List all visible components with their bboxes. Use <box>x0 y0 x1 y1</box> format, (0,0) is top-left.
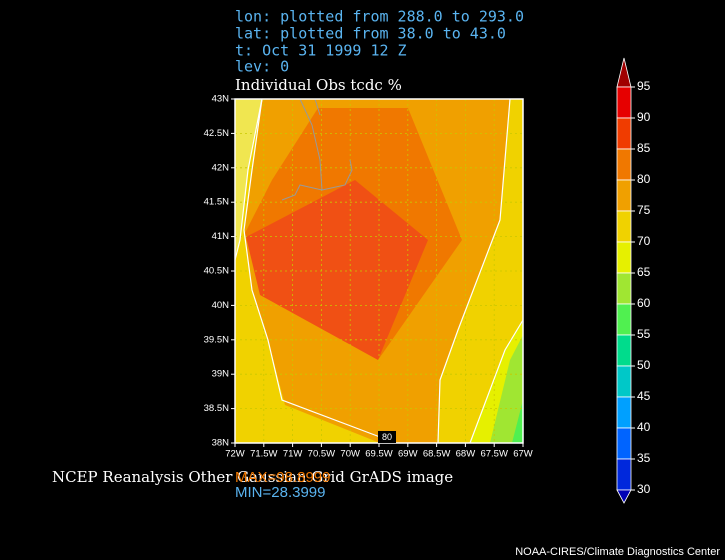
colorbar-label: 40 <box>637 420 651 434</box>
y-tick-label: 39N <box>212 369 230 380</box>
caption: NCEP Reanalysis Other Gaussian Grid GrAD… <box>52 468 453 486</box>
header-line: lon: plotted from 288.0 to 293.0 <box>235 8 524 26</box>
colorbar: 95 90 85 80 75 70 65 60 55 50 45 40 35 30 <box>616 57 651 504</box>
contour-label: 80 <box>382 432 392 442</box>
colorbar-label: 50 <box>637 358 651 372</box>
x-tick-label: 71W <box>283 449 303 460</box>
x-tick-label: 69.5W <box>365 449 392 460</box>
colorbar-label: 60 <box>637 296 651 310</box>
colorbar-cap <box>616 57 632 88</box>
colorbar-band <box>616 334 632 367</box>
colorbar-label: 45 <box>637 389 651 403</box>
map-fill <box>246 180 428 360</box>
x-tick-label: 67.5W <box>480 449 507 460</box>
contour-line <box>234 98 524 444</box>
colorbar-label: 35 <box>637 451 651 465</box>
colorbar-label: 55 <box>637 327 651 341</box>
colorbar-band <box>616 210 632 243</box>
x-tick-label: 67W <box>513 449 533 460</box>
x-tick-label: 70W <box>340 449 360 460</box>
colorbar-band <box>616 148 632 181</box>
header-line: lev: 0 <box>235 58 289 76</box>
colorbar-label: 65 <box>637 265 651 279</box>
y-tick-label: 41N <box>212 231 230 242</box>
y-tick-label: 38N <box>212 438 230 449</box>
map-fill <box>490 335 523 443</box>
colorbar-label: 75 <box>637 203 651 217</box>
colorbar-band <box>616 458 632 491</box>
x-tick-label: 71.5W <box>250 449 277 460</box>
y-tick-label: 42N <box>212 162 230 173</box>
y-tick-label: 39.5N <box>204 334 229 345</box>
y-tick-label: 42.5N <box>204 128 229 139</box>
x-tick-label: 68.5W <box>423 449 450 460</box>
colorbar-band <box>616 365 632 398</box>
x-tick-label: 72W <box>225 449 245 460</box>
map-title: Individual Obs tcdc % <box>235 76 402 94</box>
y-tick-label: 43N <box>212 94 230 105</box>
colorbar-band <box>616 117 632 150</box>
colorbar-label: 95 <box>637 79 651 93</box>
y-tick-label: 40.5N <box>204 266 229 277</box>
credit: NOAA-CIRES/Climate Diagnostics Center <box>515 546 720 558</box>
header-line: lat: plotted from 38.0 to 43.0 <box>235 25 506 43</box>
colorbar-band <box>616 303 632 336</box>
colorbar-band <box>616 241 632 274</box>
header-line: t: Oct 31 1999 12 Z <box>235 42 407 60</box>
grid <box>235 99 523 443</box>
colorbar-band <box>616 179 632 212</box>
max-text: MAX=98.8999 <box>235 469 331 486</box>
axes: 72W 71.5W 71W 70.5W 70W 69.5W 69W 68.5W 68W 67.5W… <box>204 94 533 460</box>
x-tick-label: 68W <box>456 449 476 460</box>
colorbar-band <box>616 272 632 305</box>
colorbar-band <box>616 86 632 119</box>
map-fill <box>512 400 523 443</box>
colorbar-band <box>616 427 632 460</box>
y-tick-label: 41.5N <box>204 197 229 208</box>
colorbar-label: 70 <box>637 234 651 248</box>
contour-line <box>243 98 511 444</box>
coastline <box>281 98 353 201</box>
colorbar-band <box>616 396 632 429</box>
colorbar-cap <box>616 489 632 504</box>
map: 80 72W 71.5W 71W 70.5W 70W 69.5W 69W 68.5W 68W 67… <box>204 94 533 460</box>
x-tick-label: 69W <box>398 449 418 460</box>
colorbar-label: 80 <box>637 172 651 186</box>
colorbar-label: 85 <box>637 141 651 155</box>
colorbar-label: 90 <box>637 110 651 124</box>
min-text: MIN=28.3999 <box>235 484 325 501</box>
y-tick-label: 38.5N <box>204 403 229 414</box>
x-tick-label: 70.5W <box>308 449 335 460</box>
colorbar-label: 30 <box>637 482 651 496</box>
y-tick-label: 40N <box>212 300 230 311</box>
contour-label-box <box>378 431 396 443</box>
